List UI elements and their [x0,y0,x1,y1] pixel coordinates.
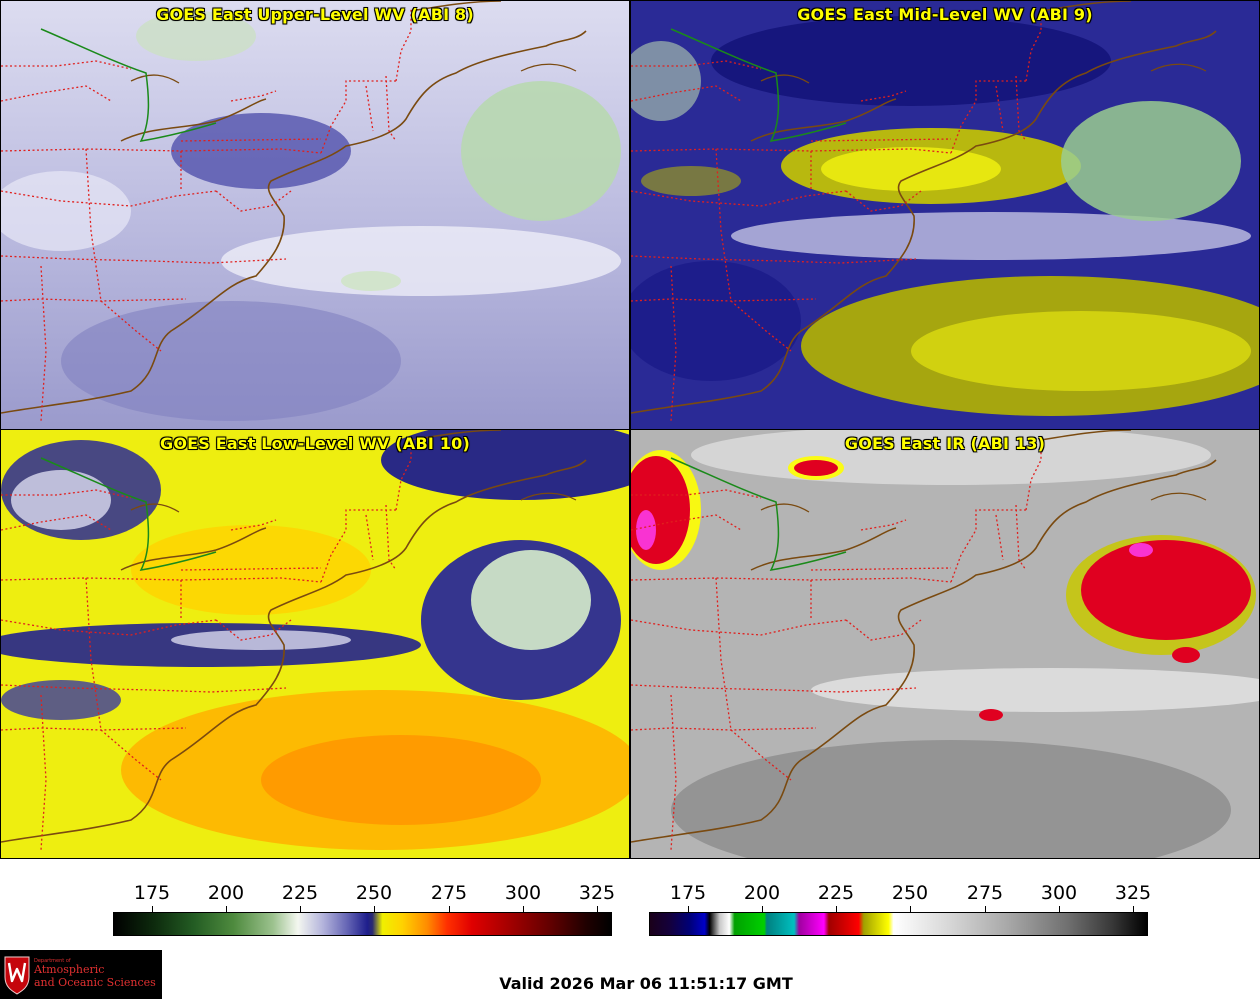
wv-colorbar-tick [523,906,524,913]
low-level-wv-map [1,430,629,858]
ir-map [631,430,1259,858]
ir-panel: GOES East IR (ABI 13) [630,429,1260,859]
wv-colorbar-tick [226,906,227,913]
panel-title: GOES East Upper-Level WV (ABI 8) [156,5,474,24]
ir-colorbar-tick [1059,906,1060,913]
ir-colorbar-tick [1133,906,1134,913]
upper-level-wv-map [1,1,629,429]
ir-colorbar-tick-label: 200 [743,882,781,904]
wv-colorbar-tick-label: 250 [355,882,393,904]
logo-line2: and Oceanic Sciences [34,976,156,989]
valid-time: Valid 2026 Mar 06 11:51:17 GMT [499,974,793,993]
wv-colorbar-tick [300,906,301,913]
wv-colorbar-tick-label: 175 [133,882,171,904]
wv-colorbar-tick-label: 300 [504,882,542,904]
ir-colorbar-tick-label: 225 [817,882,855,904]
mid-level-wv-map [631,1,1259,429]
mid-level-wv-panel: GOES East Mid-Level WV (ABI 9) [630,0,1260,430]
panel-title: GOES East IR (ABI 13) [844,434,1046,453]
upper-level-wv-panel: GOES East Upper-Level WV (ABI 8) [0,0,630,430]
wv-colorbar-tick [374,906,375,913]
panel-title: GOES East Mid-Level WV (ABI 9) [797,5,1093,24]
wv-colorbar-tick [152,906,153,913]
wv-colorbar [113,912,612,936]
wv-colorbar-tick-label: 200 [207,882,245,904]
ir-colorbar-tick [985,906,986,913]
wv-colorbar-tick-label: 225 [281,882,319,904]
wv-colorbar-tick-label: 325 [578,882,616,904]
ir-colorbar [649,912,1148,936]
ir-colorbar-tick-label: 275 [966,882,1004,904]
low-level-wv-panel: GOES East Low-Level WV (ABI 10) [0,429,630,859]
ir-colorbar-tick-label: 325 [1114,882,1152,904]
ir-colorbar-tick [836,906,837,913]
logo-line1: Atmospheric [34,963,105,976]
ir-colorbar-tick [688,906,689,913]
ir-colorbar-tick-label: 175 [669,882,707,904]
ir-colorbar-tick-label: 300 [1040,882,1078,904]
aos-logo: Department of Atmospheric and Oceanic Sc… [0,950,162,999]
ir-colorbar-tick [910,906,911,913]
uw-crest-icon [4,956,30,995]
wv-colorbar-tick-label: 275 [430,882,468,904]
ir-colorbar-tick-label: 250 [891,882,929,904]
panel-title: GOES East Low-Level WV (ABI 10) [159,434,470,453]
wv-colorbar-tick [597,906,598,913]
logo-dept: Department of [34,958,71,964]
wv-colorbar-tick [449,906,450,913]
ir-colorbar-tick [762,906,763,913]
